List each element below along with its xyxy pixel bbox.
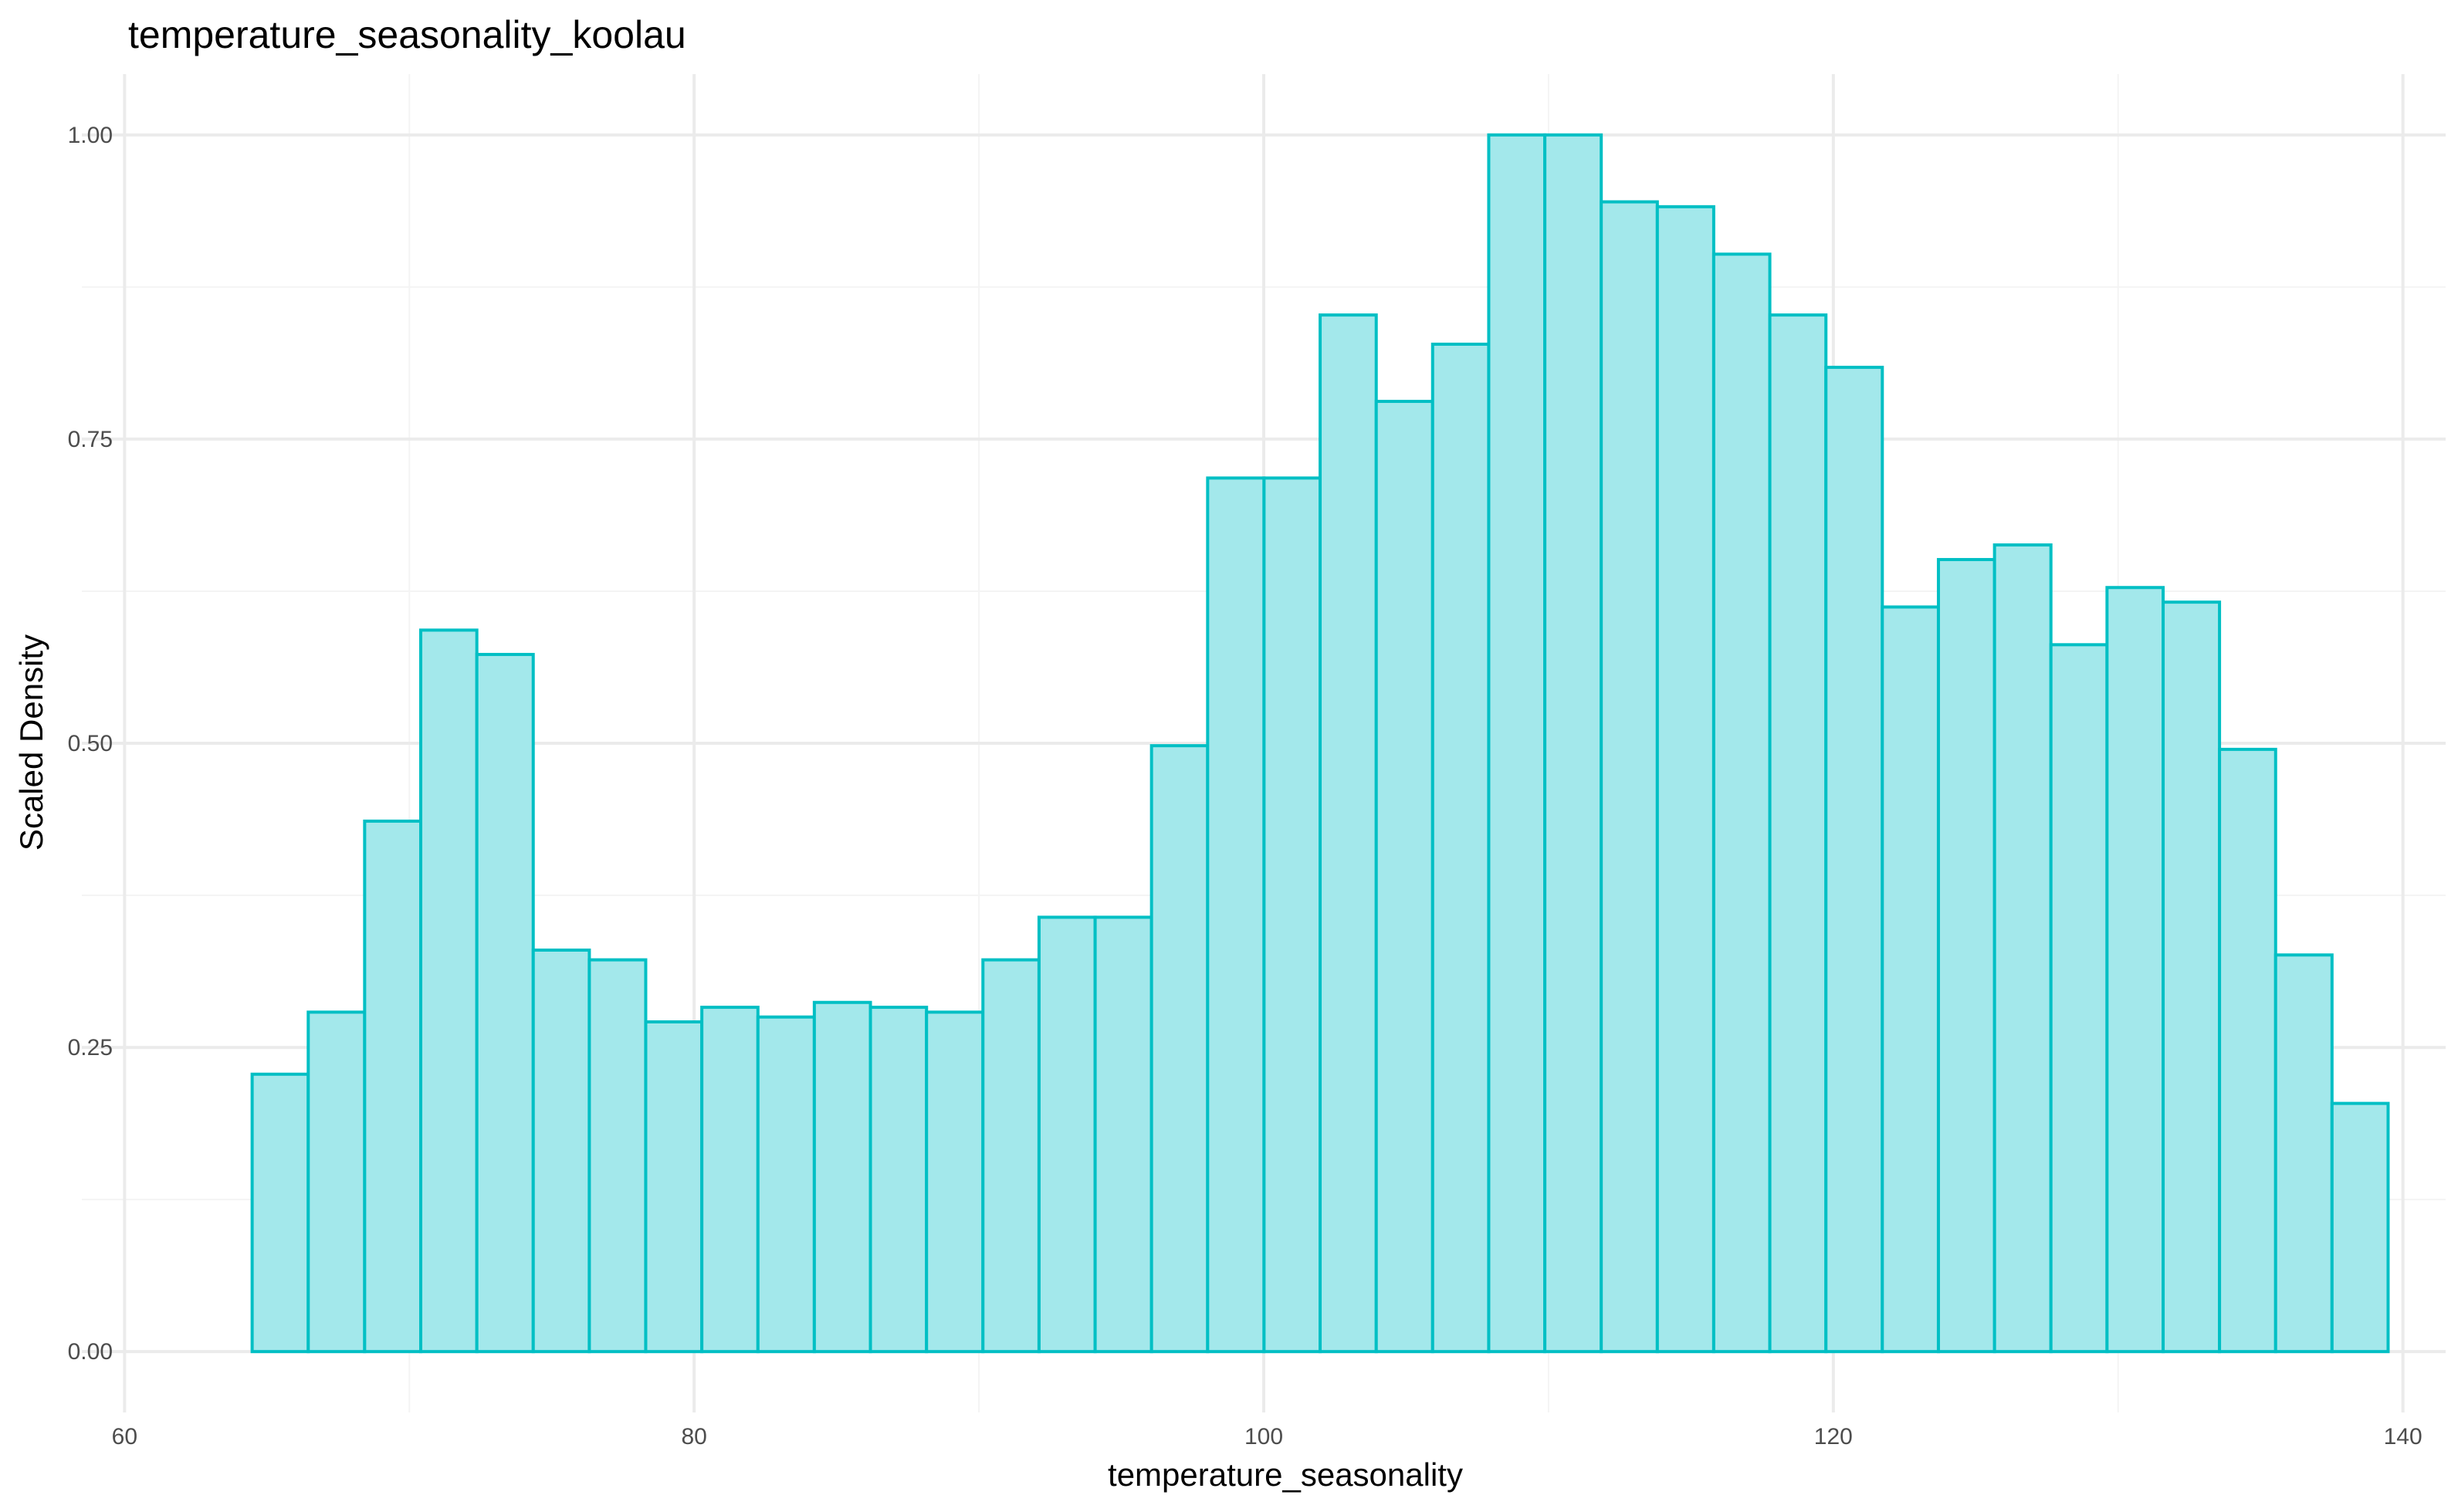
histogram-bar (1824, 365, 1884, 1354)
x-axis-title: temperature_seasonality (1108, 1456, 1463, 1493)
histogram-bar (1037, 915, 1097, 1354)
histogram-bar (868, 1006, 929, 1354)
histogram-bar (2049, 643, 2109, 1354)
histogram-bar (250, 1072, 310, 1354)
histogram-bar (981, 958, 1041, 1354)
histogram-bar (1149, 744, 1210, 1354)
histogram-bar (1319, 313, 1378, 1354)
histogram-bar (644, 1020, 704, 1354)
histogram-bar (1992, 543, 2053, 1354)
histogram-bar (1881, 605, 1940, 1354)
histogram-bar (1430, 342, 1491, 1354)
histogram-bar (1206, 476, 1266, 1354)
histogram-bar (1374, 400, 1434, 1354)
y-tick-label: 0.25 (68, 1035, 113, 1060)
histogram-bar (531, 948, 591, 1354)
histogram-bar (475, 652, 535, 1354)
x-tick-label: 60 (112, 1424, 137, 1449)
histogram-bar (1262, 476, 1322, 1354)
histogram-bar (1655, 205, 1715, 1354)
x-tick-label: 120 (1814, 1424, 1853, 1449)
x-tick-label: 80 (681, 1424, 706, 1449)
histogram-bars (250, 133, 2390, 1354)
histogram-bar (2218, 747, 2277, 1354)
histogram-bar (587, 958, 648, 1354)
histogram-bar (812, 1000, 872, 1354)
y-tick-label: 0.75 (68, 427, 113, 452)
y-tick-label: 0.00 (68, 1339, 113, 1365)
histogram-bar (2330, 1101, 2390, 1354)
histogram-bar (756, 1015, 816, 1354)
histogram-bar (306, 1010, 367, 1354)
histogram-bar (363, 819, 423, 1354)
histogram-bar (1936, 557, 1996, 1354)
histogram-bar (1711, 252, 1772, 1354)
histogram-bar (1600, 200, 1659, 1354)
chart-title: temperature_seasonality_koolau (128, 13, 686, 56)
x-tick-label: 140 (2384, 1424, 2422, 1449)
histogram-bar (700, 1006, 760, 1354)
histogram-bar (419, 628, 479, 1354)
y-axis-title: Scaled Density (13, 634, 49, 851)
histogram-bar (1768, 313, 1828, 1354)
histogram-bar (2162, 600, 2222, 1354)
histogram-bar (1093, 915, 1153, 1354)
histogram-bar (1543, 133, 1603, 1354)
histogram-bar (1487, 133, 1547, 1354)
x-axis-tick-labels: 60 80 100 120 140 (112, 1424, 2422, 1449)
histogram-bar (2273, 953, 2334, 1354)
histogram-bar (2105, 586, 2165, 1354)
y-tick-label: 0.50 (68, 731, 113, 756)
x-tick-label: 100 (1244, 1424, 1283, 1449)
y-tick-label: 1.00 (68, 123, 113, 148)
y-axis-tick-labels: 0.00 0.25 0.50 0.75 1.00 (68, 123, 113, 1365)
histogram-bar (925, 1010, 985, 1354)
